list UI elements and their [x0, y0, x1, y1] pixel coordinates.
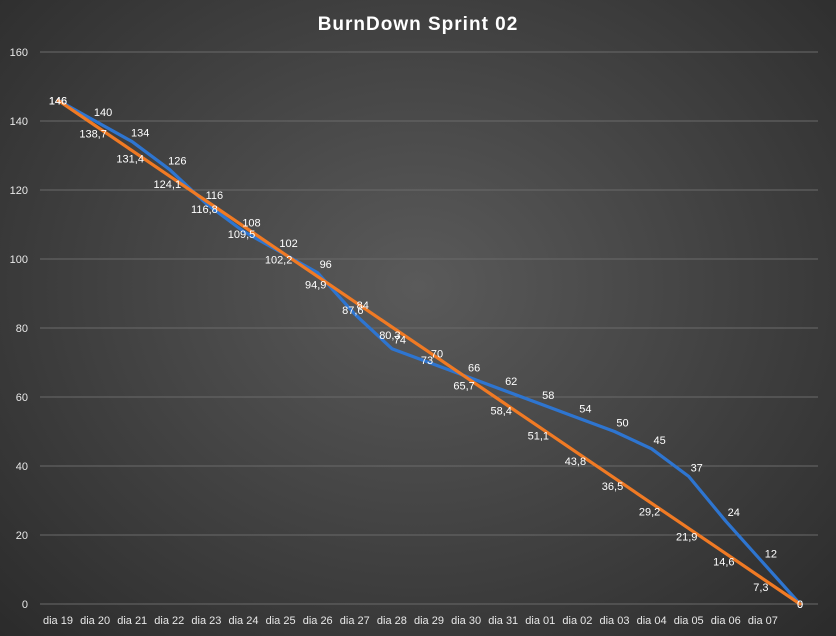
data-label-real: 50	[616, 418, 628, 430]
data-label-ideal: 116,8	[191, 204, 218, 216]
x-tick-label: dia 21	[117, 615, 147, 627]
series-line-real	[56, 98, 802, 606]
data-label-ideal: 94,9	[305, 280, 326, 292]
x-tick-label: dia 22	[154, 615, 184, 627]
x-tick-label: dia 06	[711, 615, 741, 627]
data-label-ideal: 102,2	[265, 254, 293, 266]
y-axis-ticks: 0 20 40 60 80 100 120 140 160	[10, 47, 28, 611]
data-label-real: 70	[431, 349, 443, 361]
x-tick-label: dia 23	[191, 615, 221, 627]
series-line-ideal	[56, 98, 802, 606]
x-tick-label: dia 28	[377, 615, 407, 627]
x-tick-label: dia 30	[451, 615, 481, 627]
series-lines	[56, 98, 802, 606]
x-tick-label: dia 20	[80, 615, 110, 627]
data-label-ideal: 131,4	[116, 154, 144, 166]
data-label-ideal: 65,7	[453, 380, 474, 392]
data-label-real: 45	[653, 435, 665, 447]
x-tick-label: dia 05	[674, 615, 704, 627]
data-label-real: 146	[49, 95, 67, 107]
y-tick-label: 100	[10, 254, 28, 266]
data-label-real: 12	[765, 549, 777, 561]
data-label-real: 0	[797, 599, 803, 611]
data-label-real: 102	[279, 238, 297, 250]
y-tick-label: 120	[10, 185, 28, 197]
data-label-real: 84	[357, 300, 369, 312]
data-label-ideal: 14,6	[713, 557, 734, 569]
data-label-real: 74	[394, 335, 406, 347]
x-tick-label: dia 27	[340, 615, 370, 627]
data-label-ideal: 51,1	[528, 431, 549, 443]
data-label-real: 108	[242, 217, 260, 229]
data-label-real: 58	[542, 390, 554, 402]
data-label-ideal: 138,7	[79, 128, 107, 140]
data-label-real: 37	[691, 462, 703, 474]
y-tick-label: 40	[16, 461, 28, 473]
y-tick-label: 60	[16, 392, 28, 404]
data-label-real: 62	[505, 376, 517, 388]
data-label-ideal: 21,9	[676, 531, 697, 543]
y-tick-label: 160	[10, 47, 28, 59]
data-label-real: 126	[168, 155, 186, 167]
x-axis-ticks: dia 19 dia 20 dia 21 dia 22 dia 23 dia 24 dia …	[43, 615, 778, 627]
x-tick-label: dia 01	[525, 615, 555, 627]
chart-title: BurnDown Sprint 02	[318, 14, 519, 35]
x-tick-label: dia 25	[266, 615, 296, 627]
data-label-ideal: 87,6	[342, 305, 363, 317]
x-tick-label: dia 24	[229, 615, 259, 627]
x-tick-label: dia 19	[43, 615, 73, 627]
y-tick-label: 20	[16, 530, 28, 542]
x-tick-label: dia 07	[748, 615, 778, 627]
y-tick-label: 0	[22, 599, 28, 611]
data-label-real: 66	[468, 362, 480, 374]
x-tick-label: dia 26	[303, 615, 333, 627]
data-label-ideal: 124,1	[154, 179, 182, 191]
data-label-real: 140	[94, 107, 112, 119]
data-label-real: 116	[206, 190, 224, 202]
data-labels: 146 140 134 126 116 108 102 96 84 74 70 66 62 58 54 50 4…	[49, 95, 803, 611]
data-label-real: 24	[728, 507, 740, 519]
y-tick-label: 80	[16, 323, 28, 335]
data-label-ideal: 80,3	[379, 330, 400, 342]
data-label-ideal: 7,3	[753, 582, 768, 594]
data-label-ideal: 43,8	[565, 456, 586, 468]
data-label-ideal: 0	[797, 599, 803, 611]
x-tick-label: dia 02	[562, 615, 592, 627]
data-label-real: 54	[579, 404, 591, 416]
data-label-real: 96	[320, 259, 332, 271]
x-tick-label: dia 31	[488, 615, 518, 627]
gridlines	[40, 51, 818, 605]
data-label-ideal: 109,5	[228, 229, 256, 241]
data-label-ideal: 58,4	[490, 406, 511, 418]
x-tick-label: dia 29	[414, 615, 444, 627]
data-label-ideal: 29,2	[639, 506, 660, 518]
x-tick-label: dia 03	[600, 615, 630, 627]
data-label-ideal: 73	[421, 355, 433, 367]
x-tick-label: dia 04	[637, 615, 667, 627]
data-label-ideal: 36,5	[602, 481, 623, 493]
data-label-real: 134	[131, 128, 149, 140]
y-tick-label: 140	[10, 116, 28, 128]
data-label-ideal: 146	[49, 95, 67, 107]
